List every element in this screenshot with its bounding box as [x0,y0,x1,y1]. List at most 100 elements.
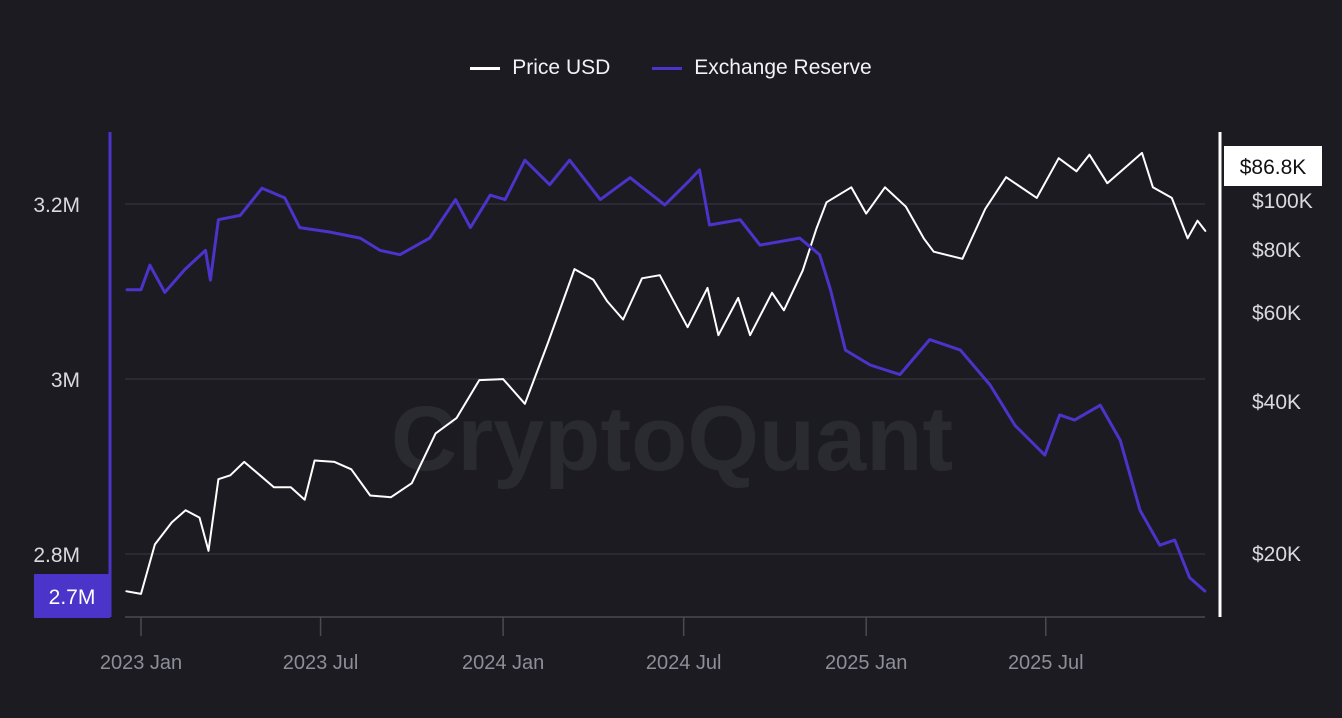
exchange-reserve-point [548,183,551,186]
legend-label-reserve: Exchange Reserve [694,56,872,79]
x-tick-label: 2025 Jul [1008,652,1084,674]
price-usd-point [369,494,371,497]
price-usd-point [801,269,804,272]
exchange-reserve-point [599,198,602,201]
price-usd-point [243,461,245,463]
legend-label-price: Price USD [512,56,611,79]
price-usd-point [478,379,481,381]
price-usd-point [390,496,392,498]
current-price-tag [1224,146,1322,186]
x-tick-label: 2025 Jan [825,652,907,674]
price-swatch [470,66,501,70]
price-usd-point [932,250,935,253]
exchange-reserve-point [1188,576,1191,579]
price-usd-point [546,342,549,345]
exchange-reserve-point [298,226,301,229]
right-tick-label: $60K [1252,302,1301,325]
exchange-reserve-point [739,218,742,221]
exchange-reserve-point [217,218,220,221]
price-usd-point [333,461,336,463]
price-usd-point [207,550,210,552]
current-price-label: $86.8K [1240,156,1307,179]
exchange-reserve-point [149,264,151,267]
exchange-reserve-point [239,214,242,217]
price-usd-point [273,486,275,488]
exchange-reserve-point [328,231,331,233]
price-usd-point [524,402,526,405]
exchange-reserve-point [1058,414,1061,416]
price-usd-point [1141,152,1143,154]
price-usd-point [217,478,220,481]
exchange-reserve-point [698,169,701,171]
price-usd-point [1005,176,1007,178]
exchange-reserve-point [261,187,263,190]
exchange-reserve-point [568,159,571,162]
price-usd-point [1186,237,1189,240]
price-usd-point [502,378,504,380]
legend-item-reserve[interactable]: Exchange Reserve [652,56,872,80]
price-usd-point [1036,197,1038,199]
exchange-reserve-point [399,253,401,256]
price-usd-point [434,432,437,435]
right-tick-label: $40K [1252,391,1301,414]
current-reserve-label: 2.7M [49,586,96,609]
exchange-reserve-point [818,253,821,256]
price-usd-point [905,205,907,208]
price-usd-point [984,208,987,210]
exchange-reserve-point [489,194,492,197]
legend-item-price[interactable]: Price USD [470,56,610,80]
exchange-reserve-point [469,226,472,229]
exchange-reserve-point [428,237,431,239]
price-usd-point [1088,153,1091,156]
price-usd-point [573,268,576,270]
price-usd-point [783,309,785,312]
price-usd-point [170,521,173,524]
exchange-reserve-point [125,288,127,291]
exchange-reserve-point [379,249,381,252]
price-usd-point [622,318,624,321]
price-usd-point [350,468,353,471]
exchange-reserve-point [204,249,207,252]
exchange-reserve-point [504,198,506,201]
price-usd-point [717,334,720,336]
exchange-reserve-point [629,176,631,179]
exchange-reserve-line [126,158,1207,593]
price-usd-point [749,334,751,336]
price-usd-point [1170,197,1173,199]
price-usd-point [961,257,964,260]
exchange-reserve-point [959,349,962,351]
x-tick-label: 2024 Jan [462,652,544,674]
price-usd-point [884,186,886,189]
exchange-reserve-point [524,159,526,162]
exchange-reserve-point [1204,590,1207,593]
left-tick-label: 3M [51,369,80,392]
exchange-reserve-point [209,279,212,281]
price-usd-point [411,482,413,484]
exchange-reserve-point [164,291,166,294]
exchange-reserve-point [140,288,142,291]
x-tick-label: 2023 Jan [100,652,182,674]
price-usd-point [229,474,232,477]
exchange-reserve-point [454,198,457,201]
price-usd-point [850,186,853,189]
price-usd-point [198,516,201,519]
right-tick-label: $80K [1252,239,1301,262]
price-usd-point [125,590,127,593]
price-usd-point [592,279,595,281]
legend: Price USD Exchange Reserve [0,56,1342,80]
right-tick-label: $20K [1252,543,1301,566]
price-usd-point [259,474,261,477]
price-usd-point [1204,230,1207,232]
price-usd-point [1196,219,1199,222]
x-tick-label: 2023 Jul [283,652,359,674]
price-usd-point [303,498,306,501]
exchange-reserve-point [1139,509,1141,512]
exchange-reserve-point [899,373,901,376]
price-usd-point [184,509,187,512]
exchange-reserve-point [1119,439,1121,442]
price-usd-point [1057,157,1060,160]
price-usd-point [706,287,709,289]
exchange-reserve-point [359,237,362,239]
exchange-reserve-point [1173,539,1176,541]
